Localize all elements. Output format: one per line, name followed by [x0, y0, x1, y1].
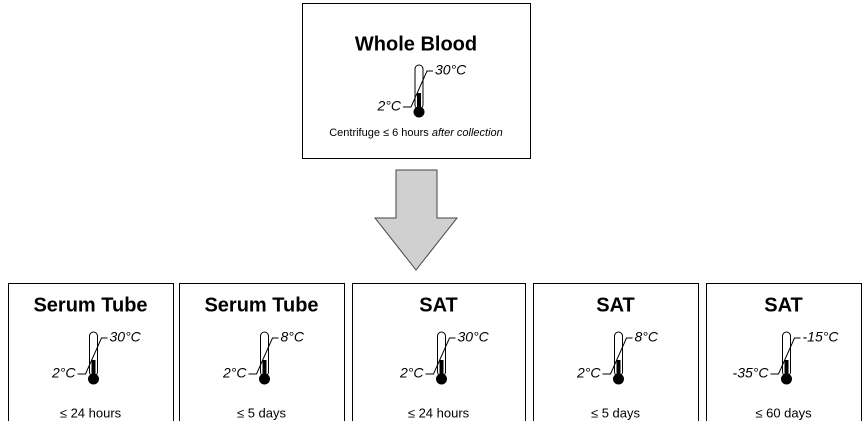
arrow	[373, 169, 459, 271]
thermometer-bulb	[259, 373, 270, 385]
target-duration: ≤ 60 days	[755, 405, 812, 420]
target-duration: ≤ 5 days	[591, 405, 641, 420]
target-duration: ≤ 24 hours	[408, 405, 470, 420]
thermometer-bulb	[88, 373, 99, 385]
thermometer-fill	[439, 360, 444, 378]
low-temp: 2°C	[222, 365, 247, 381]
range-line	[602, 337, 633, 375]
target-title: SAT	[764, 294, 803, 316]
note-text: Centrifuge ≤ 6 hours	[329, 127, 432, 139]
target-title: Serum Tube	[33, 294, 147, 316]
high-temp: -15°C	[803, 329, 840, 345]
low-temp: 2°C	[51, 365, 76, 381]
range-line	[403, 70, 433, 108]
high-temp: 30°C	[110, 329, 142, 345]
thermometer-fill	[262, 360, 267, 378]
thermometer-fill	[91, 360, 96, 378]
high-temp: 30°C	[435, 62, 467, 78]
target-title: Serum Tube	[204, 294, 318, 316]
thermometer-bulb	[413, 106, 425, 118]
thermometer-bulb	[613, 373, 624, 385]
range-line	[248, 337, 279, 375]
target-title: SAT	[419, 294, 458, 316]
range-line	[77, 337, 108, 375]
low-temp: 2°C	[399, 365, 424, 381]
note-italic: after collection	[432, 127, 503, 139]
thermometer-fill	[616, 360, 621, 378]
thermometer-fill	[417, 93, 421, 111]
high-temp: 8°C	[281, 329, 305, 345]
high-temp: 30°C	[458, 329, 490, 345]
source-title: Whole Blood	[355, 33, 477, 55]
target-title: SAT	[596, 294, 635, 316]
source-note: Centrifuge ≤ 6 hours after collection	[329, 127, 503, 139]
high-temp: 8°C	[635, 329, 659, 345]
thermometer-bulb	[781, 373, 792, 385]
thermometer-bulb	[436, 373, 447, 385]
low-temp: 2°C	[576, 365, 601, 381]
target-duration: ≤ 5 days	[237, 405, 287, 420]
target-duration: ≤ 24 hours	[60, 405, 122, 420]
range-line	[770, 337, 801, 375]
low-temp: -35°C	[733, 365, 770, 381]
thermometer-fill	[784, 360, 789, 378]
low-temp: 2°C	[377, 98, 402, 114]
range-line	[425, 337, 456, 375]
